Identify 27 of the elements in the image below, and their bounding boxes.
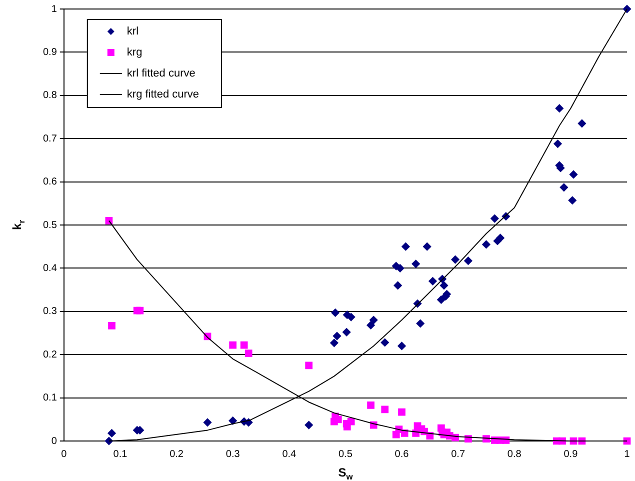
y-tick-label: 0.9 xyxy=(42,46,58,58)
x-tick-label: 0.8 xyxy=(507,448,522,460)
legend-label: krg xyxy=(126,46,142,59)
y-tick-label: 0.1 xyxy=(42,392,58,404)
x-tick-label: 0 xyxy=(61,448,68,460)
x-tick-label: 0.7 xyxy=(451,448,466,460)
x-tick-label: 1 xyxy=(624,448,630,460)
y-tick-label: 0.3 xyxy=(42,306,58,318)
y-tick-label: 0.6 xyxy=(42,176,58,188)
x-tick-label: 0.4 xyxy=(282,448,297,460)
y-axis-title: kr xyxy=(10,219,26,230)
x-tick-label: 0.3 xyxy=(226,448,240,460)
y-tick-label: 0.7 xyxy=(42,133,58,144)
y-tick-label: 0.8 xyxy=(42,90,58,102)
y-tick-label: 0.4 xyxy=(42,262,58,274)
x-tick-label: 0.9 xyxy=(564,448,578,460)
x-tick-label: 0.2 xyxy=(170,448,184,460)
x-tick-label: 0.5 xyxy=(338,448,353,460)
y-tick-label: 0.2 xyxy=(42,349,58,360)
y-tick-label: 1 xyxy=(51,4,58,15)
legend-label: krl fitted curve xyxy=(126,68,196,80)
legend-label: krg fitted curve xyxy=(126,88,200,101)
y-tick-label: 0.5 xyxy=(42,220,58,231)
legend-label: krl xyxy=(126,26,139,38)
x-tick-label: 0.6 xyxy=(394,448,410,460)
y-tick-label: 0 xyxy=(51,436,58,447)
x-tick-label: 0.1 xyxy=(113,448,128,460)
